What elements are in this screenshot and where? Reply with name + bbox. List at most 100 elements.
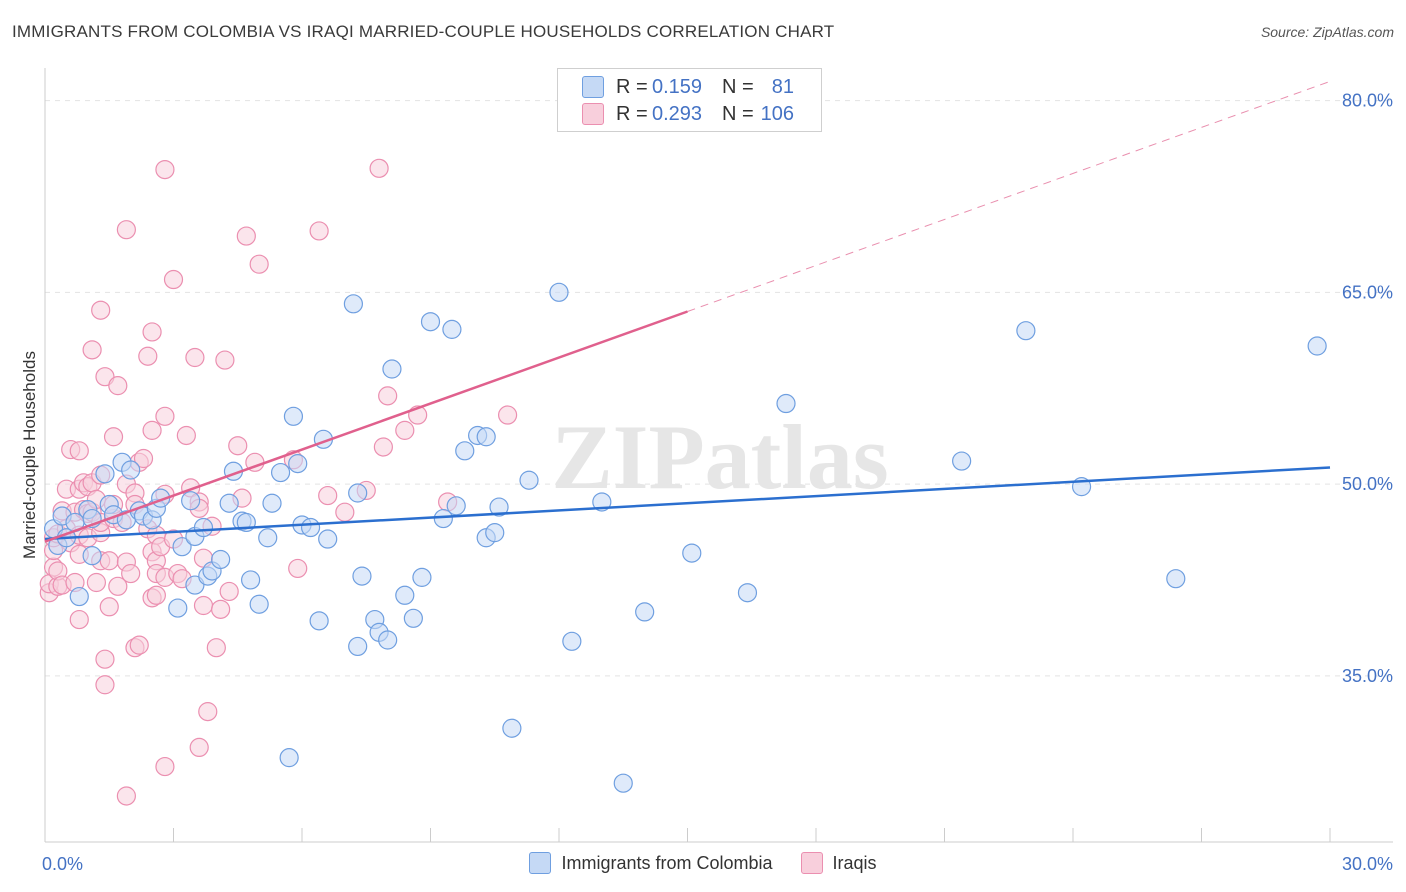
iraqis-point bbox=[99, 597, 119, 617]
pink-swatch bbox=[582, 103, 604, 125]
iraqis-point bbox=[121, 563, 141, 584]
colombia-point bbox=[412, 567, 432, 587]
colombia-point bbox=[395, 585, 415, 605]
iraqis-point bbox=[378, 386, 398, 406]
iraqis-point bbox=[206, 638, 226, 658]
blue-swatch bbox=[582, 76, 604, 98]
colombia-point bbox=[1307, 336, 1327, 356]
colombia-point bbox=[776, 393, 796, 414]
colombia-point bbox=[343, 294, 363, 314]
colombia-point bbox=[489, 497, 509, 517]
iraqis-point bbox=[95, 675, 115, 695]
legend-item-colombia[interactable]: Immigrants from Colombia bbox=[529, 852, 773, 874]
iraqis-point bbox=[288, 558, 308, 579]
colombia-point bbox=[82, 546, 102, 566]
iraqis-point bbox=[249, 254, 269, 274]
colombia-point bbox=[1016, 321, 1036, 341]
iraqis-point bbox=[228, 436, 248, 456]
colombia-point bbox=[288, 454, 308, 474]
colombia-point bbox=[737, 583, 758, 603]
iraqis-point bbox=[189, 737, 209, 758]
iraqis-point bbox=[219, 581, 239, 602]
trend-lines bbox=[44, 80, 1331, 543]
colombia-point bbox=[193, 517, 214, 538]
colombia-point bbox=[249, 594, 269, 614]
iraqis-point bbox=[116, 220, 136, 240]
n-label: N = bbox=[722, 102, 754, 125]
series-legend: Immigrants from Colombia Iraqis bbox=[0, 852, 1406, 874]
iraqis-point bbox=[86, 572, 107, 593]
legend-label-iraqis: Iraqis bbox=[832, 852, 877, 873]
correlation-legend: R = 0.159 N = 81 R = 0.293 N = 106 bbox=[557, 68, 822, 132]
colombia-point bbox=[258, 528, 278, 548]
iraqis-point bbox=[116, 786, 136, 806]
iraqis-point bbox=[215, 350, 235, 370]
colombia-point bbox=[168, 598, 188, 618]
colombia-point bbox=[241, 570, 261, 590]
y-tick-label: 35.0% bbox=[1342, 666, 1393, 686]
r-label: R = bbox=[616, 75, 648, 98]
legend-row-iraqis: R = 0.293 N = 106 bbox=[582, 102, 794, 126]
iraqis-point bbox=[236, 226, 256, 246]
colombia-point bbox=[476, 427, 496, 447]
iraqis-point bbox=[155, 159, 175, 180]
gridlines bbox=[45, 100, 1393, 677]
colombia-point bbox=[318, 529, 338, 549]
iraqis-point bbox=[103, 427, 124, 447]
colombia-point bbox=[519, 470, 539, 490]
colombia-point bbox=[952, 451, 972, 471]
colombia-point bbox=[562, 631, 582, 651]
colombia-point bbox=[348, 636, 368, 657]
n-value-colombia: 81 bbox=[771, 75, 794, 98]
iraqis-point bbox=[198, 702, 218, 722]
iraqis-trend-extension bbox=[687, 80, 1331, 312]
colombia-point bbox=[270, 462, 291, 483]
y-tick-label: 50.0% bbox=[1342, 474, 1393, 494]
legend-item-iraqis[interactable]: Iraqis bbox=[800, 852, 877, 874]
colombia-points bbox=[43, 282, 1327, 793]
colombia-point bbox=[95, 464, 115, 484]
iraqis-point bbox=[176, 425, 196, 446]
iraqis-point bbox=[142, 322, 162, 342]
axes bbox=[44, 68, 1393, 843]
iraqis-point bbox=[395, 420, 415, 440]
iraqis-point bbox=[82, 340, 102, 360]
colombia-point bbox=[549, 282, 569, 302]
iraqis-point bbox=[99, 551, 119, 571]
colombia-point bbox=[378, 630, 398, 650]
iraqis-point bbox=[155, 756, 175, 777]
colombia-point bbox=[682, 543, 702, 563]
colombia-point bbox=[455, 441, 475, 461]
r-value-iraqis: 0.293 bbox=[652, 102, 703, 125]
iraqis-point bbox=[369, 158, 389, 178]
iraqis-point bbox=[129, 635, 149, 655]
iraqis-point bbox=[69, 609, 89, 630]
iraqis-points bbox=[39, 158, 518, 806]
r-label: R = bbox=[616, 102, 648, 125]
iraqis-point bbox=[146, 585, 166, 605]
r-value-colombia: 0.159 bbox=[652, 75, 703, 98]
x-tick-label: 0.0% bbox=[42, 854, 83, 874]
n-label: N = bbox=[722, 75, 754, 98]
y-tick-label: 80.0% bbox=[1342, 91, 1393, 111]
colombia-point bbox=[300, 517, 321, 538]
iraqis-point bbox=[163, 269, 184, 290]
iraqis-point bbox=[185, 347, 205, 368]
chart-title: IMMIGRANTS FROM COLOMBIA VS IRAQI MARRIE… bbox=[12, 22, 835, 41]
iraqis-point bbox=[142, 420, 162, 440]
colombia-point bbox=[446, 496, 466, 516]
watermark: ZIPatlas bbox=[551, 406, 888, 508]
iraqis-point bbox=[498, 405, 518, 425]
colombia-point bbox=[172, 537, 192, 557]
x-tick-label: 30.0% bbox=[1342, 854, 1393, 874]
iraqis-point bbox=[211, 599, 231, 619]
source-label: Source: ZipAtlas.com bbox=[1260, 24, 1394, 40]
colombia-point bbox=[69, 586, 89, 607]
pink-swatch bbox=[800, 852, 823, 874]
colombia-point bbox=[121, 460, 141, 480]
colombia-point bbox=[1166, 569, 1186, 589]
colombia-point bbox=[382, 359, 402, 379]
colombia-point bbox=[352, 566, 372, 586]
iraqis-point bbox=[335, 502, 355, 522]
colombia-point bbox=[613, 773, 633, 793]
